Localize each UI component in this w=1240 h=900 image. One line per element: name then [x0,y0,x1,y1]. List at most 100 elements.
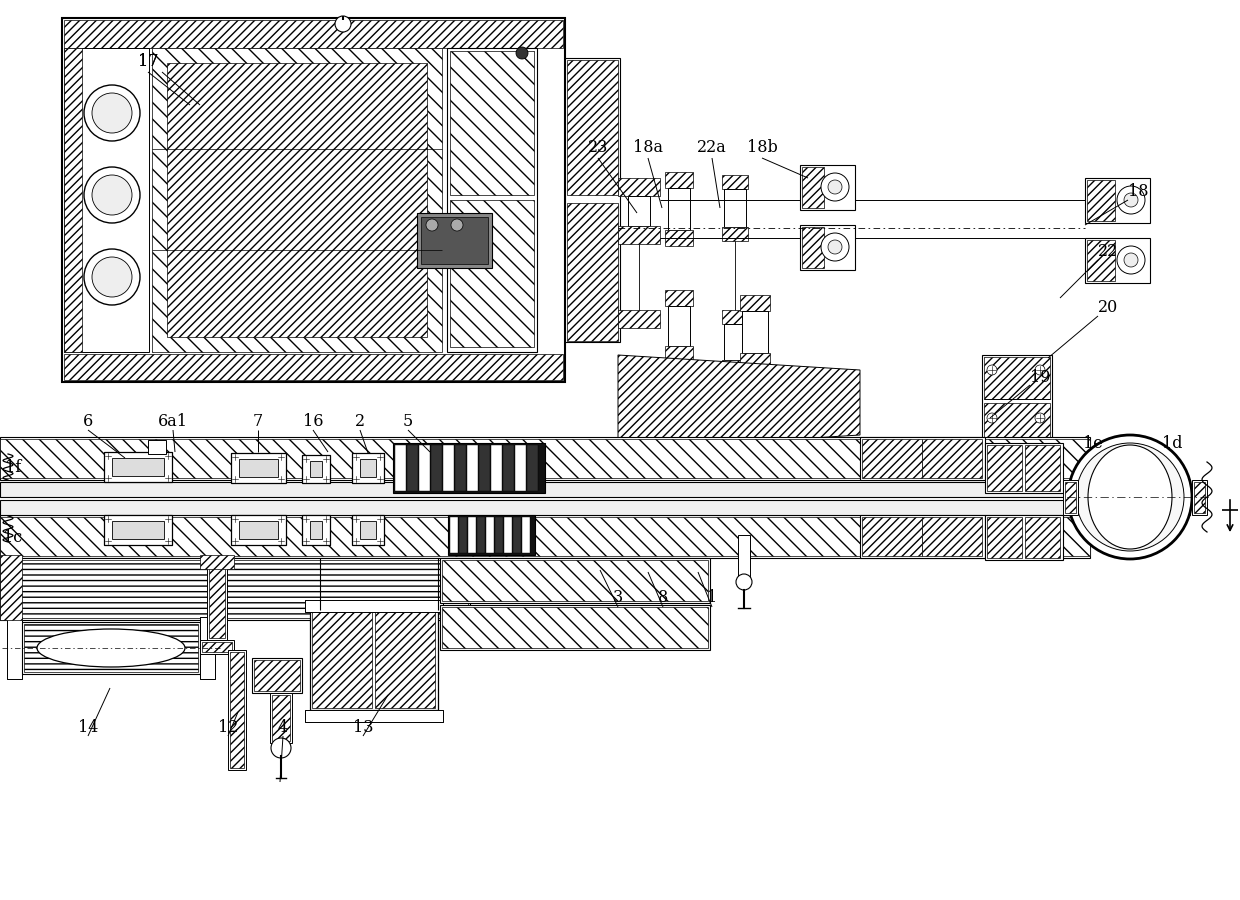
Circle shape [427,219,438,231]
Bar [0,439,1090,478]
Bar [567,203,618,341]
Bar [450,51,534,195]
Bar [310,521,322,539]
Bar [627,196,650,226]
Circle shape [451,219,463,231]
Bar [800,225,856,270]
Bar [64,20,563,48]
Bar [618,310,660,328]
Bar [477,517,485,553]
Text: 17: 17 [138,53,159,70]
Bar [503,445,515,491]
Bar [258,453,285,483]
Text: 17: 17 [138,53,159,70]
Bar [310,608,438,710]
Bar [495,517,503,553]
Bar [202,642,232,652]
Bar [7,617,22,679]
Bar [0,500,1190,515]
Bar [665,290,693,306]
Bar [722,360,748,374]
Bar [207,560,227,640]
Bar [467,517,476,553]
Bar [200,640,234,654]
Bar [407,445,418,491]
Text: 1f: 1f [5,460,21,476]
Bar [567,60,618,195]
Bar [862,517,923,556]
Bar [303,455,330,483]
Bar [618,226,660,244]
Bar [440,605,711,650]
Bar [112,521,164,539]
Bar [985,403,1050,443]
Text: 22: 22 [1097,244,1118,260]
Bar [1063,480,1078,515]
Bar [360,459,376,477]
Bar [417,213,492,268]
Bar [258,515,285,545]
Bar [985,443,1063,493]
Text: 4: 4 [278,719,288,736]
Bar [985,515,1063,560]
Bar [231,515,258,545]
Bar [0,517,1090,556]
Bar [802,227,825,268]
Bar [0,558,470,620]
Bar [443,445,454,491]
Text: 18: 18 [1127,184,1148,201]
Text: 18a: 18a [632,140,663,157]
Bar [722,310,748,324]
Bar [448,515,534,555]
Text: 16: 16 [303,413,324,430]
Bar [305,600,443,612]
Bar [987,517,1022,558]
Bar [231,453,286,483]
Text: 12: 12 [218,719,238,736]
Bar [316,455,330,483]
Bar [1085,238,1149,283]
Bar [450,517,458,553]
Bar [1025,517,1060,558]
Circle shape [92,175,131,215]
Bar [112,458,164,476]
Bar [1087,180,1115,221]
Ellipse shape [37,629,185,667]
Bar [800,165,856,210]
Bar [368,453,384,483]
Bar [513,517,521,553]
Text: 1c: 1c [4,529,22,546]
Bar [1194,482,1205,513]
Bar [668,188,689,230]
Bar [316,515,330,545]
Circle shape [828,240,842,254]
Polygon shape [618,355,861,450]
Bar [515,445,526,491]
Circle shape [1117,186,1145,214]
Bar [446,48,537,352]
Circle shape [1123,193,1138,207]
Bar [352,515,384,545]
Bar [440,558,711,603]
Bar [148,440,166,454]
Bar [153,48,441,352]
Text: 14: 14 [78,719,98,736]
Text: 20: 20 [1097,300,1118,317]
Bar [432,445,441,491]
Bar [985,357,1050,399]
Bar [310,461,322,477]
Bar [802,167,825,208]
Circle shape [84,167,140,223]
Bar [229,652,244,768]
Bar [923,439,982,478]
Circle shape [987,413,997,423]
Text: 1d: 1d [1162,435,1182,452]
Bar [459,517,467,553]
Bar [1065,482,1076,513]
Bar [22,622,200,674]
Bar [252,658,303,693]
Text: 8: 8 [658,590,668,607]
Bar [1087,240,1115,281]
Bar [450,200,534,347]
Bar [722,175,748,189]
